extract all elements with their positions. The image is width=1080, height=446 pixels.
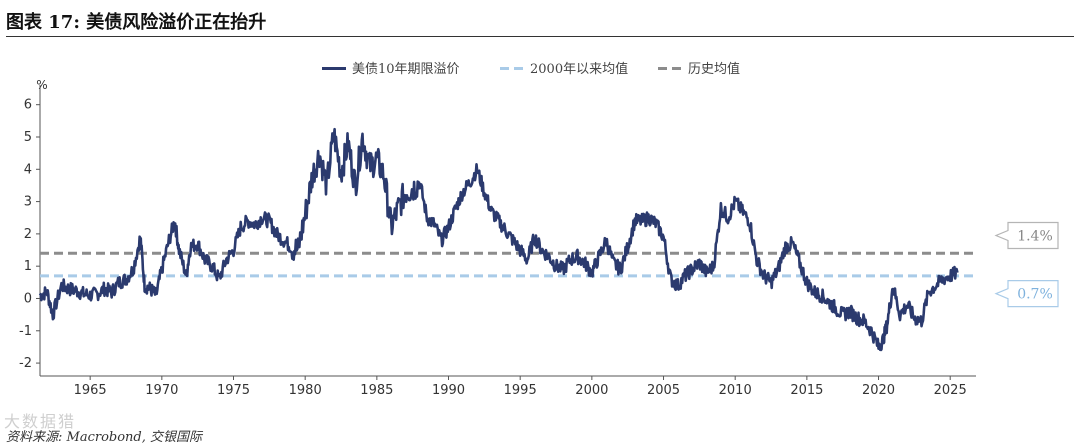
historical-mean-tag-text: 1.4% <box>1017 229 1053 245</box>
y-tick-label: 3 <box>24 195 32 210</box>
y-unit-label: % <box>36 78 47 92</box>
historical-mean-tag-box <box>994 221 1059 250</box>
x-tick-label: 2020 <box>862 383 895 398</box>
y-tick-label: 0 <box>24 291 32 306</box>
x-tick-label: 2005 <box>647 383 680 398</box>
mean-since-2000-tag-box <box>994 280 1059 308</box>
y-tick-label: -2 <box>19 356 32 371</box>
y-tick-label: 2 <box>24 227 32 242</box>
watermark-text: 大数据猎 <box>4 412 77 431</box>
x-tick-label: 1975 <box>217 383 250 398</box>
y-tick-label: 1 <box>24 259 32 274</box>
legend-label-hist: 历史均值 <box>688 62 741 77</box>
x-tick-label: 2015 <box>790 383 823 398</box>
legend-swatch-2000 <box>500 67 524 70</box>
x-tick-label: 1990 <box>432 383 465 398</box>
x-tick-label: 1980 <box>289 383 322 398</box>
mean-since-2000-tag-text: 0.7% <box>1017 287 1053 303</box>
legend-swatch-main <box>322 67 346 70</box>
x-tick-label: 1985 <box>360 383 393 398</box>
figure-title: 图表 17: 美债风险溢价正在抬升 <box>6 12 267 33</box>
y-tick-label: 6 <box>24 98 32 113</box>
legend-swatch-hist <box>658 67 682 70</box>
y-tick-label: 4 <box>24 162 32 177</box>
x-tick-label: 1995 <box>504 383 537 398</box>
y-tick-label: -1 <box>19 324 32 339</box>
legend-label-2000: 2000年以来均值 <box>530 62 629 77</box>
term-premium-series-line <box>38 127 959 352</box>
x-tick-label: 2025 <box>934 383 967 398</box>
title-divider <box>6 36 1074 37</box>
x-tick-label: 1970 <box>145 383 178 398</box>
x-tick-label: 2000 <box>575 383 608 398</box>
y-tick-label: 5 <box>24 130 32 145</box>
x-tick-label: 2010 <box>719 383 752 398</box>
source-note: 资料来源: Macrobond, 交银国际 <box>6 430 203 445</box>
chart-legend: 美债10年期限溢价 2000年以来均值 历史均值 <box>0 58 1080 78</box>
x-tick-label: 1965 <box>74 383 107 398</box>
legend-label-main: 美债10年期限溢价 <box>352 62 460 77</box>
